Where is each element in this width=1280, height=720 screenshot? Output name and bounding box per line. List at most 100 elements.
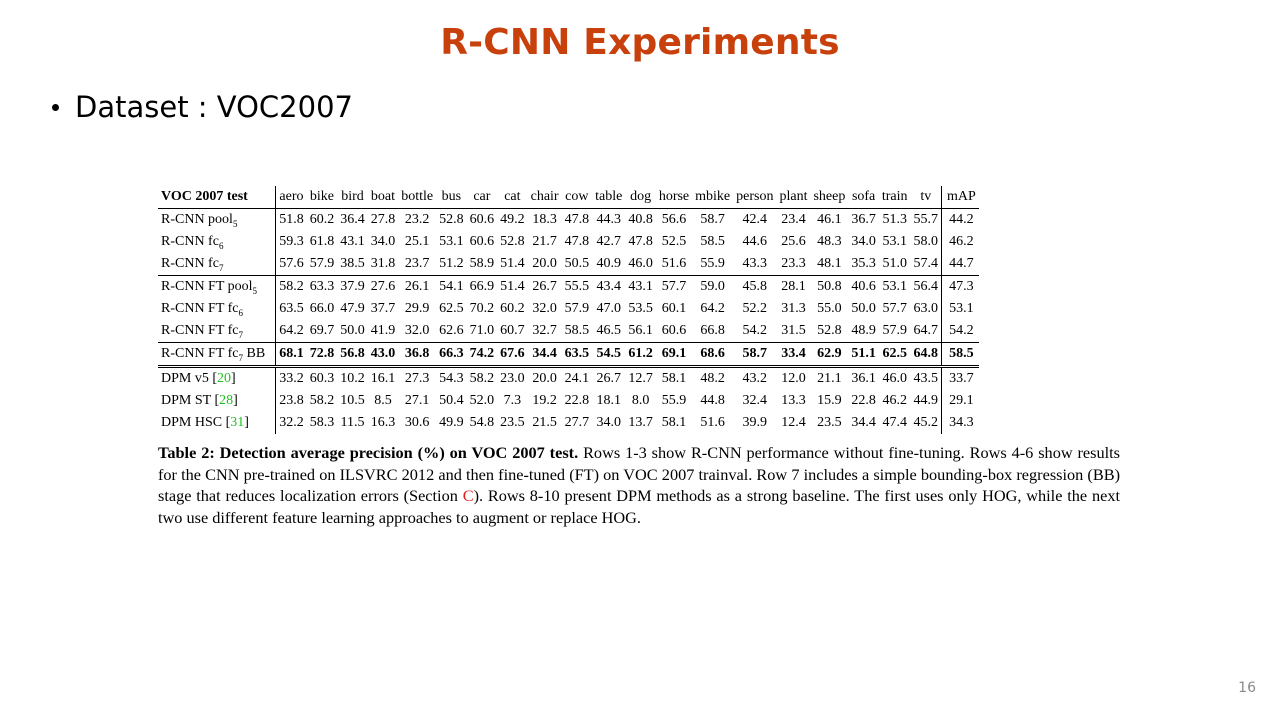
column-header-cow: cow [565, 189, 589, 204]
table-cell: 35.3 [851, 256, 876, 271]
table-cell: 57.4 [913, 256, 939, 271]
table-caption: Table 2: Detection average precision (%)… [158, 442, 1120, 528]
table-cell: 55.5 [561, 275, 593, 298]
table-cell: 58.0 [913, 234, 939, 249]
table-row: R-CNN fc7 57.6 57.9 38.5 31.8 23.7 51.2 58.9 51.… [158, 253, 979, 276]
table-cell: 54.8 [469, 415, 495, 430]
table-cell: 54.2 [941, 320, 979, 343]
table-cell: 40.6 [848, 275, 879, 298]
row-label-subscript: 6 [238, 307, 244, 318]
table-cell: 50.4 [439, 393, 464, 408]
table-cell: 51.4 [500, 256, 525, 271]
table-cell: 53.1 [941, 298, 979, 320]
table-cell: 58.7 [700, 212, 725, 227]
table-cell: 16.1 [367, 365, 399, 390]
table-cell: 31.3 [781, 301, 806, 316]
table-cell: 23.2 [404, 212, 430, 227]
row-label-text: R-CNN FT fc [161, 346, 239, 361]
table-cell: 56.1 [628, 323, 653, 338]
caption-text-1: Rows 1-3 show R-CNN performance without … [158, 443, 1121, 505]
table-cell: 52.2 [742, 301, 768, 316]
table-cell: 13.3 [781, 393, 806, 408]
table-cell: 32.0 [404, 323, 430, 338]
table-cell: 57.7 [882, 301, 907, 316]
table-cell: 32.0 [532, 301, 557, 316]
column-header-cat: cat [504, 189, 521, 204]
row-label: R-CNN fc6 [158, 231, 277, 253]
table-cell: 60.1 [661, 301, 687, 316]
column-header-plant: plant [779, 189, 808, 204]
table-cell: 26.1 [398, 275, 437, 298]
table-cell: 48.9 [851, 323, 876, 338]
table-cell: 56.6 [661, 212, 687, 227]
table-header-row: VOC 2007 test aero bike bird boat bottle bus c… [158, 186, 979, 209]
table-cell: 51.0 [882, 256, 907, 271]
row-label-suffix: BB [243, 346, 266, 361]
column-header-mbike: mbike [695, 189, 731, 204]
table-cell: 50.8 [810, 275, 849, 298]
column-header-person: person [736, 189, 774, 204]
table-cell: 45.2 [913, 415, 939, 430]
table-cell: 43.1 [625, 275, 656, 298]
table-cell: 10.5 [340, 393, 365, 408]
row-label: R-CNN FT fc6 [158, 298, 277, 320]
row-label-subscript: 5 [232, 218, 238, 229]
table-row: R-CNN FT pool5 58.2 63.3 37.9 27.6 26.1 54.1 66… [158, 275, 979, 298]
table-cell: 67.6 [497, 342, 528, 367]
table-cell: 58.5 [700, 234, 725, 249]
citation-link[interactable]: 31 [230, 415, 245, 430]
table-cell: 40.9 [596, 256, 621, 271]
table-cell: 51.2 [439, 256, 464, 271]
table-cell: 54.2 [742, 323, 768, 338]
bullet-dot-icon [52, 103, 59, 111]
row-label-subscript: 5 [252, 285, 258, 296]
table-cell: 33.2 [275, 365, 307, 390]
table-cell: 23.8 [279, 393, 304, 408]
table-cell: 44.6 [742, 234, 768, 249]
column-header-train: train [881, 189, 908, 204]
row-label-subscript: 7 [218, 262, 224, 273]
table-cell: 62.6 [439, 323, 464, 338]
table-cell: 55.0 [817, 301, 842, 316]
table-cell: 32.7 [532, 323, 557, 338]
table-cell: 28.1 [776, 275, 811, 298]
table-cell: 42.4 [742, 212, 768, 227]
table-cell: 27.6 [367, 275, 399, 298]
column-header-table: table [595, 189, 623, 204]
caption-text-2: ). Rows 8-10 present DPM methods as a st… [158, 486, 1120, 527]
table-cell: 44.7 [941, 253, 979, 276]
table-cell: 33.7 [941, 365, 979, 390]
table-cell: 27.1 [404, 393, 430, 408]
row-label-subscript: 7 [238, 329, 244, 340]
table-cell: 55.7 [913, 212, 939, 227]
table-cell: 49.2 [500, 212, 525, 227]
results-table: VOC 2007 test aero bike bird boat bottle bus c… [158, 186, 979, 434]
table-cell: 43.3 [742, 256, 768, 271]
table-cell: 38.5 [340, 256, 365, 271]
caption-title: Table 2: Detection average precision (%)… [158, 443, 579, 462]
table-cell: 44.3 [596, 212, 621, 227]
table-cell: 46.2 [941, 231, 979, 253]
section-reference-link[interactable]: C [462, 486, 474, 505]
table-cell: 61.2 [625, 342, 656, 367]
table-cell: 51.3 [882, 212, 907, 227]
table-cell: 43.1 [340, 234, 365, 249]
citation-link[interactable]: 28 [219, 393, 234, 408]
row-label: R-CNN FT fc7 [158, 320, 277, 343]
table-cell: 63.5 [561, 342, 593, 367]
table-cell: 50.5 [564, 256, 590, 271]
table-cell: 23.7 [404, 256, 430, 271]
table-cell: 61.8 [309, 234, 335, 249]
table-row: DPM v5 [20] 33.2 60.3 10.2 16.1 27.3 54.3 58.2 2… [158, 365, 979, 390]
table-cell: 8.5 [374, 393, 392, 408]
table-cell: 46.0 [628, 256, 653, 271]
table-cell: 64.8 [910, 342, 942, 367]
table-cell: 52.5 [661, 234, 687, 249]
table-cell: 72.8 [306, 342, 338, 367]
citation-link[interactable]: 20 [217, 371, 232, 386]
table-cell: 36.7 [851, 212, 876, 227]
table-row: R-CNN FT fc7 64.2 69.7 50.0 41.9 32.0 62.6 71.0… [158, 320, 979, 343]
table-cell: 47.9 [340, 301, 365, 316]
table-cell: 34.0 [370, 234, 396, 249]
table-cell: 44.8 [700, 393, 725, 408]
